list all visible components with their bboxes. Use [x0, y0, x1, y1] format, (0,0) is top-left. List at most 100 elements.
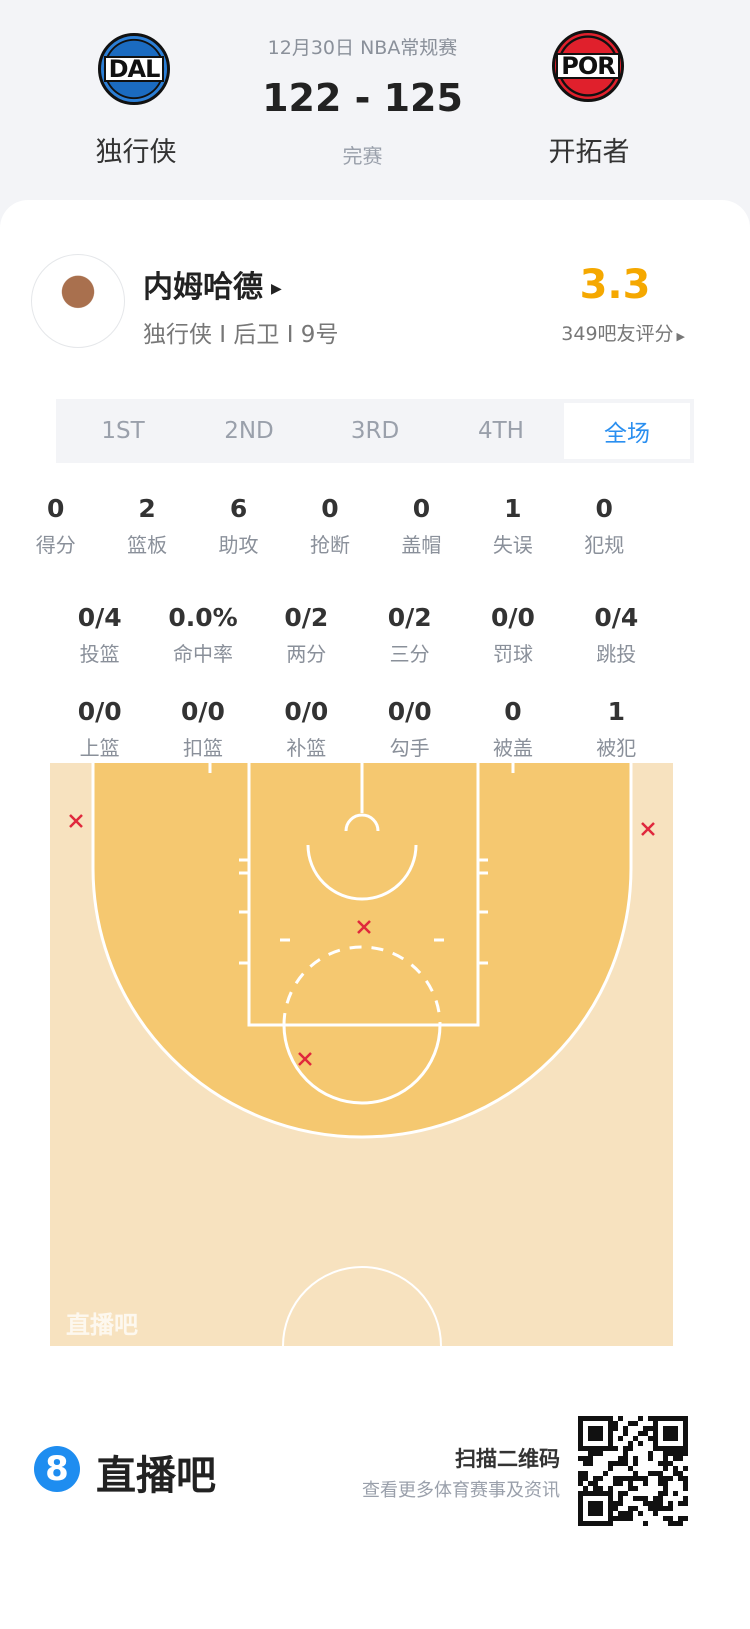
- stat-stats_row2-0: 0/4 投篮: [48, 603, 151, 667]
- shot-markers: [69, 814, 655, 1066]
- triangle-right-icon: ▶: [271, 280, 282, 297]
- shot-miss-marker: [69, 814, 83, 828]
- stat-label: 篮板: [127, 533, 168, 557]
- por-team-logo[interactable]: POR: [552, 30, 624, 102]
- triangle-right-icon: ▶: [676, 330, 685, 343]
- stat-value: 0/2: [387, 603, 432, 632]
- stat-value: 0/2: [284, 603, 329, 632]
- stat-value: 6: [229, 494, 248, 523]
- stat-stats_row2-2: 0/2 两分: [255, 603, 358, 667]
- stat-value: 0/4: [594, 603, 639, 632]
- home-team-name: 独行侠: [95, 137, 177, 168]
- stat-value: 0/4: [77, 603, 122, 632]
- stat-label: 罚球: [492, 642, 533, 666]
- stat-stats_row1-2: 6 助攻: [193, 494, 284, 558]
- game-score: 122 - 125: [262, 76, 463, 120]
- shot-miss-marker: [641, 822, 655, 836]
- stat-stats_row2-3: 0/2 三分: [358, 603, 461, 667]
- tab-full-game[interactable]: 全场: [564, 403, 690, 459]
- stat-value: 1: [607, 697, 625, 726]
- scan-qr-title: 扫描二维码: [455, 1447, 560, 1471]
- stat-value: 0/0: [284, 697, 329, 726]
- player-name: 内姆哈德: [143, 270, 263, 305]
- stat-stats_row2-1: 0.0% 命中率: [151, 603, 254, 667]
- stat-stats_row3-2: 0/0 补篮: [255, 697, 358, 761]
- stat-value: 0/0: [491, 603, 535, 632]
- stat-stats_row2-5: 0/4 跳投: [565, 603, 668, 667]
- stats-row-shooting: 0/4 投篮 0.0% 命中率 0/2 两分 0/2 三分 0/0 罚球 0/4 跳投: [48, 603, 668, 667]
- court-watermark: 直播吧: [66, 1311, 138, 1339]
- stat-stats_row1-5: 1 失误: [467, 494, 558, 558]
- rating-count-link[interactable]: 349吧友评分 ▶: [530, 319, 685, 346]
- rating-count: 349吧友评分: [561, 323, 674, 345]
- hash-marks: [208, 763, 515, 965]
- dal-team-logo[interactable]: DAL: [98, 33, 170, 105]
- stat-stats_row1-3: 0 抢断: [284, 494, 375, 558]
- stat-value: 0.0%: [168, 603, 238, 632]
- stat-stats_row3-4: 0 被盖: [461, 697, 564, 761]
- stat-value: 2: [138, 494, 156, 523]
- away-team-name: 开拓者: [548, 137, 630, 168]
- scan-qr-subtitle: 查看更多体育赛事及资讯: [362, 1480, 560, 1501]
- stat-label: 失误: [492, 533, 533, 557]
- free-throw-circle-bottom: [282, 1024, 442, 1105]
- stat-label: 命中率: [172, 642, 233, 666]
- player-name-link[interactable]: 内姆哈德 ▶: [143, 262, 282, 306]
- stat-value: 0: [47, 494, 65, 523]
- stat-label: 补篮: [286, 736, 327, 760]
- stat-value: 0/0: [387, 697, 432, 726]
- shot-miss-marker: [357, 920, 371, 934]
- stat-label: 被盖: [492, 736, 533, 760]
- stat-label: 被犯: [596, 736, 637, 760]
- stat-stats_row3-3: 0/0 勾手: [358, 697, 461, 761]
- stat-value: 0: [412, 494, 431, 523]
- shot-chart-court: [50, 763, 673, 1346]
- brand-logo-icon: 8: [34, 1446, 80, 1492]
- stat-stats_row3-0: 0/0 上篮: [48, 697, 151, 761]
- restricted-area-arc: [306, 844, 418, 901]
- game-date-league: 12月30日 NBA常规赛: [267, 37, 458, 59]
- qr-code[interactable]: [578, 1416, 688, 1526]
- stat-label: 上篮: [79, 736, 120, 760]
- tab-4th[interactable]: 4TH: [478, 418, 524, 444]
- stat-stats_row3-5: 1 被犯: [565, 697, 668, 761]
- stat-label: 犯规: [584, 533, 625, 557]
- tab-3rd[interactable]: 3RD: [350, 418, 400, 444]
- period-tabs: 1ST 2ND 3RD 4TH 全场: [56, 399, 694, 463]
- three-point-line: [91, 763, 633, 1139]
- stat-label: 助攻: [218, 533, 259, 557]
- three-point-area: [93, 763, 631, 1137]
- stats-row-basic: 0 得分 2 篮板 6 助攻 0 抢断 0 盖帽 1 失误 0 犯规: [10, 494, 650, 558]
- center-circle: [282, 1266, 442, 1346]
- stat-value: 0: [504, 697, 522, 726]
- stat-stats_row2-4: 0/0 罚球: [461, 603, 564, 667]
- stats-row-shot-types: 0/0 上篮 0/0 扣篮 0/0 补篮 0/0 勾手 0 被盖 1 被犯: [48, 697, 668, 761]
- stat-stats_row3-1: 0/0 扣篮: [151, 697, 254, 761]
- stat-label: 两分: [286, 642, 327, 666]
- tab-2nd[interactable]: 2ND: [224, 418, 274, 444]
- stat-label: 跳投: [596, 642, 637, 666]
- player-avatar[interactable]: [31, 254, 125, 348]
- stat-label: 勾手: [389, 736, 430, 760]
- tab-1st[interactable]: 1ST: [101, 418, 145, 444]
- shot-miss-marker: [298, 1052, 312, 1066]
- stat-label: 投篮: [79, 642, 120, 666]
- stat-label: 盖帽: [401, 533, 442, 557]
- basket-rim: [344, 813, 380, 832]
- stat-label: 三分: [389, 642, 430, 666]
- stat-label: 扣篮: [182, 736, 223, 760]
- stat-stats_row1-1: 2 篮板: [101, 494, 192, 558]
- stat-value: 0/0: [77, 697, 122, 726]
- stat-value: 0: [321, 494, 339, 523]
- brand-name: 直播吧: [96, 1453, 216, 1499]
- stat-stats_row1-4: 0 盖帽: [376, 494, 467, 558]
- stat-label: 得分: [35, 533, 76, 557]
- stat-value: 0: [595, 494, 613, 523]
- player-info: 独行侠 I 后卫 I 9号: [143, 322, 339, 348]
- game-status: 完赛: [342, 144, 383, 168]
- stat-value: 1: [504, 494, 522, 523]
- player-rating: 3.3: [579, 262, 651, 308]
- stat-value: 0/0: [181, 697, 225, 726]
- stat-stats_row1-0: 0 得分: [10, 494, 101, 558]
- stat-label: 抢断: [309, 533, 350, 557]
